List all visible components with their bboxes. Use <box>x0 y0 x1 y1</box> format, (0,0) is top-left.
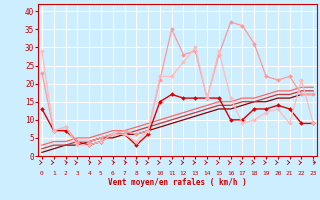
X-axis label: Vent moyen/en rafales ( km/h ): Vent moyen/en rafales ( km/h ) <box>108 178 247 187</box>
